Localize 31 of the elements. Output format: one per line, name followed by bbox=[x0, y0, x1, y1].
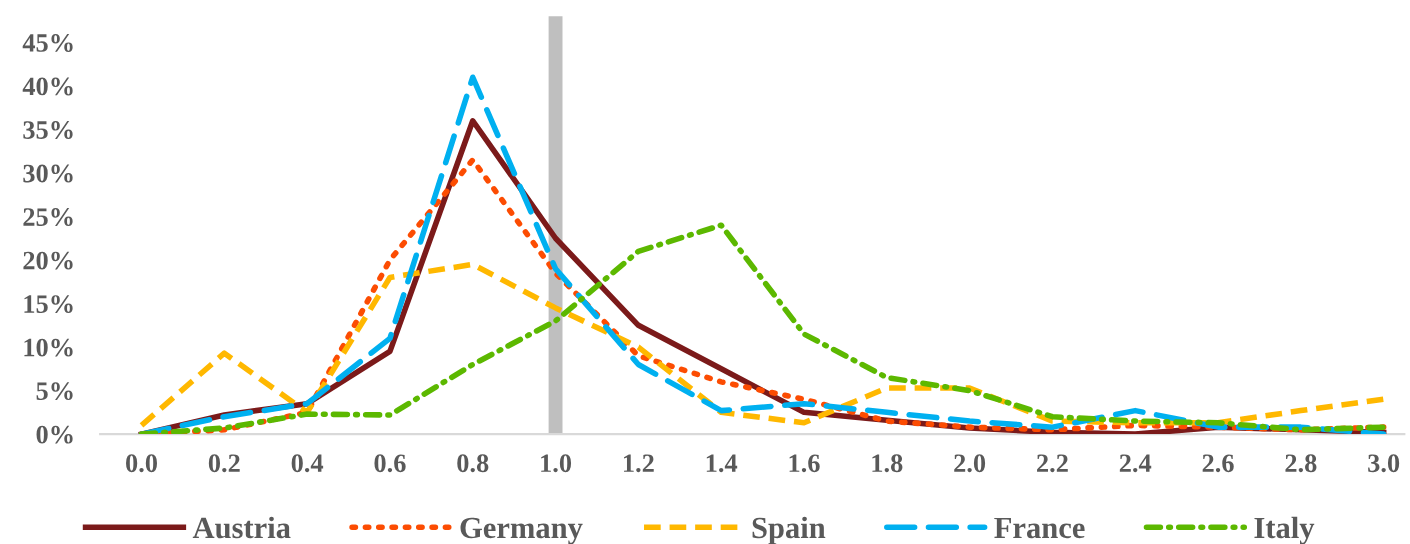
y-tick-label: 0% bbox=[36, 425, 73, 444]
y-tick-label: 5% bbox=[36, 382, 73, 401]
x-tick-label: 2.2 bbox=[1037, 454, 1068, 473]
legend-label: Italy bbox=[1254, 516, 1315, 544]
y-tick-label: 20% bbox=[23, 251, 73, 270]
legend-label: France bbox=[994, 517, 1085, 539]
x-tick-label: 0.8 bbox=[457, 454, 489, 473]
y-tick-label: 25% bbox=[23, 208, 73, 227]
legend-label: Spain bbox=[752, 516, 826, 544]
x-tick-label: 0.0 bbox=[126, 454, 157, 473]
x-tick-label: 1.2 bbox=[623, 454, 654, 473]
x-tick-label: 2.6 bbox=[1202, 454, 1234, 473]
x-tick-label: 0.2 bbox=[208, 454, 240, 473]
legend-label: Austria bbox=[192, 516, 291, 539]
x-tick-label: 2.0 bbox=[954, 454, 986, 473]
y-tick-label: 40% bbox=[22, 77, 73, 96]
y-tick-label: 10% bbox=[24, 338, 73, 357]
x-tick-label: 1.0 bbox=[541, 454, 572, 473]
y-tick-label: 45% bbox=[22, 34, 73, 52]
x-tick-label: 1.6 bbox=[789, 454, 820, 473]
x-tick-label: 3.0 bbox=[1368, 454, 1400, 473]
y-tick-label: 30% bbox=[23, 164, 73, 183]
y-tick-label: 35% bbox=[23, 121, 73, 139]
x-tick-label: 2.8 bbox=[1285, 454, 1317, 473]
y-tick-label: 15% bbox=[24, 295, 73, 314]
x-tick-label: 1.8 bbox=[872, 454, 903, 473]
x-tick-label: 2.4 bbox=[1119, 454, 1152, 473]
legend-label: Germany bbox=[460, 517, 583, 544]
x-tick-label: 0.4 bbox=[291, 454, 324, 473]
x-tick-label: 1.4 bbox=[706, 454, 738, 473]
x-tick-label: 0.6 bbox=[374, 454, 406, 473]
